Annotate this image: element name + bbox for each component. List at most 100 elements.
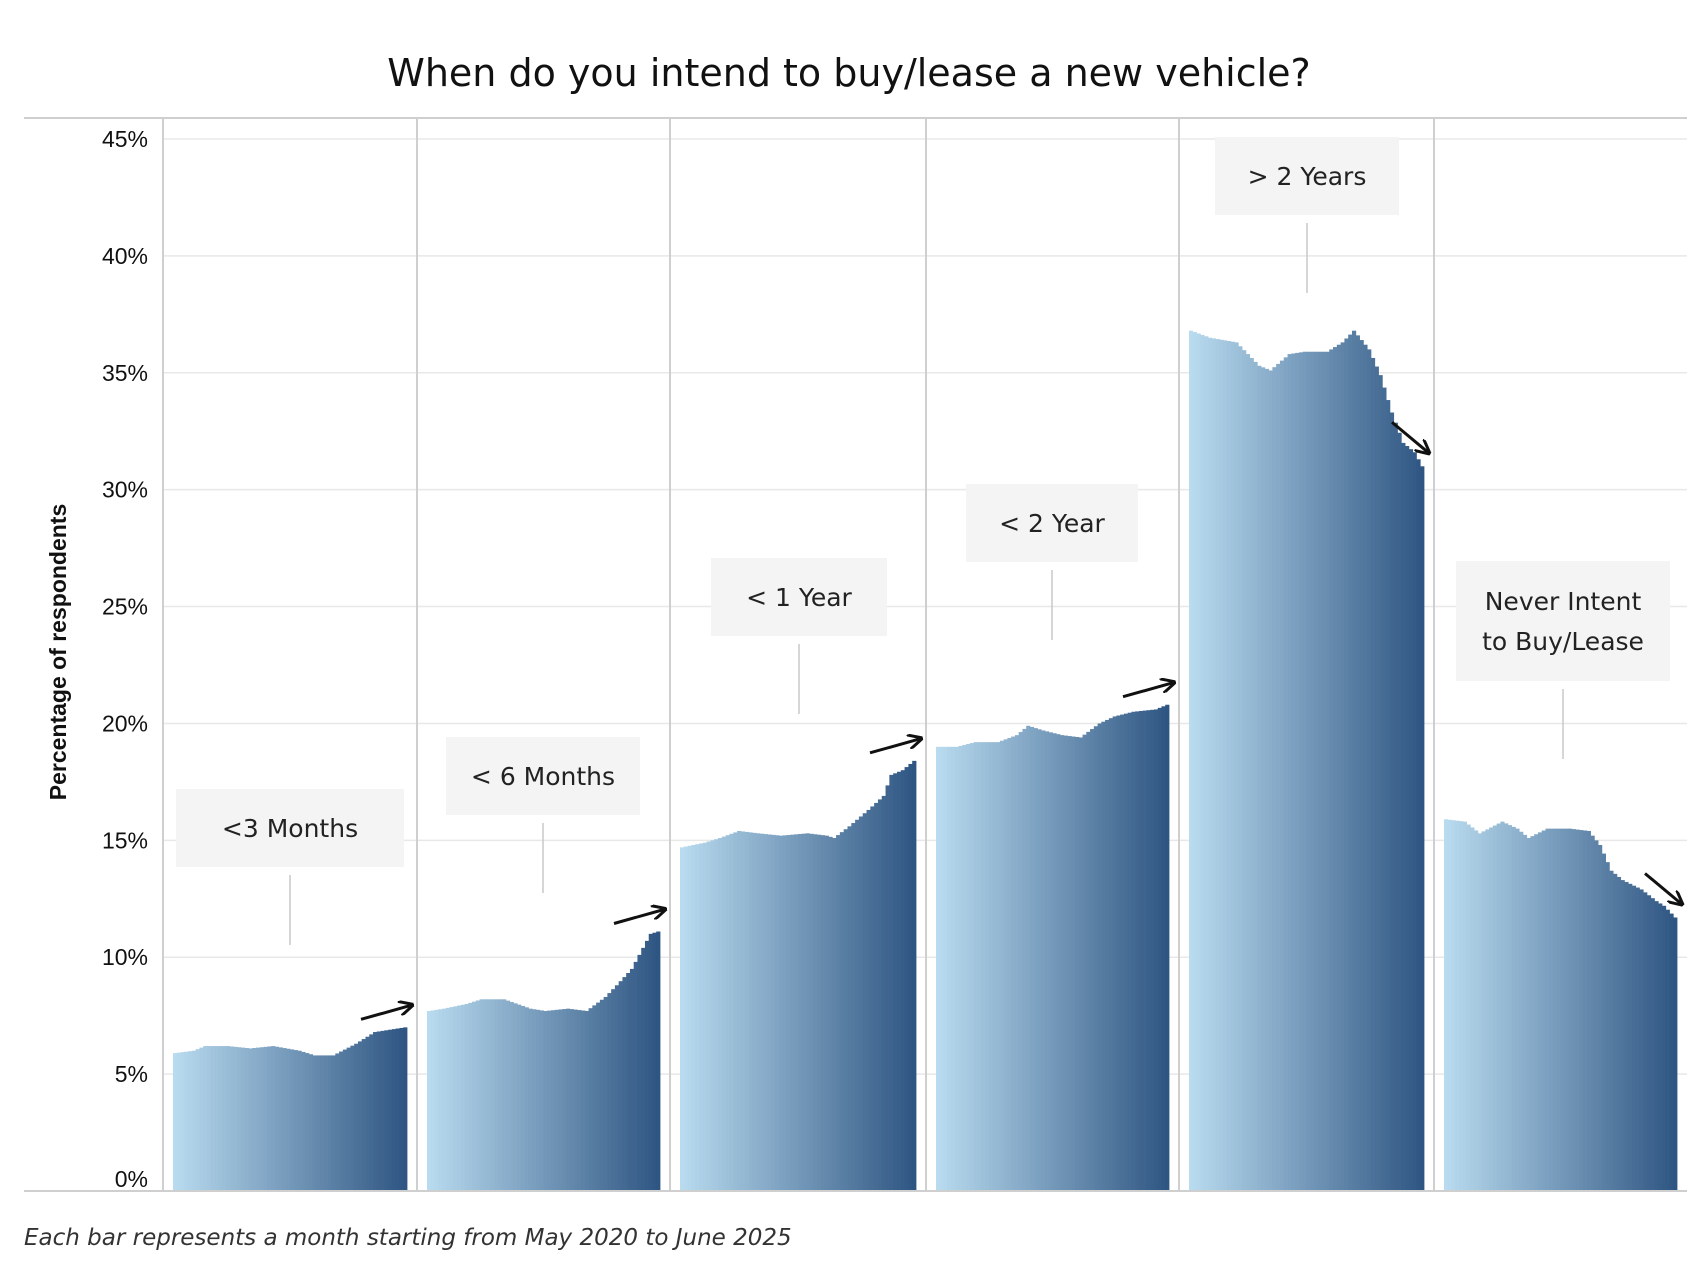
bar: [1355, 335, 1360, 1191]
bar: [984, 742, 990, 1191]
bar: [1609, 870, 1614, 1191]
bar: [1474, 830, 1479, 1191]
bar: [543, 1010, 548, 1191]
bar: [1351, 330, 1357, 1191]
bar: [1665, 909, 1670, 1191]
bar: [656, 931, 661, 1191]
bar: [1455, 820, 1460, 1191]
bar: [1215, 339, 1220, 1191]
bar: [244, 1048, 249, 1191]
trend-arrow: [1391, 421, 1428, 452]
bar: [445, 1007, 450, 1191]
y-tick-label: 25%: [102, 594, 148, 620]
bar: [962, 744, 967, 1191]
bar: [939, 746, 944, 1191]
bar: [851, 823, 856, 1191]
bar: [877, 799, 883, 1191]
bar: [1063, 735, 1068, 1191]
bar: [763, 834, 768, 1191]
bar: [790, 834, 795, 1191]
bar: [342, 1049, 348, 1191]
bar: [184, 1051, 189, 1191]
series-name-label: Never Intent to Buy/Lease: [1482, 587, 1644, 656]
label-box: [446, 737, 640, 815]
bar: [966, 744, 971, 1191]
bar: [756, 833, 761, 1191]
trend-arrow: [613, 910, 664, 925]
bar: [809, 833, 814, 1191]
bar: [737, 830, 742, 1191]
bar: [1560, 828, 1565, 1191]
bar: [1238, 346, 1243, 1191]
bar: [1616, 876, 1622, 1191]
trend-arrow: [1122, 683, 1173, 699]
bar: [384, 1030, 389, 1191]
bar: [744, 831, 749, 1191]
bar: [1146, 710, 1151, 1191]
bar: [505, 1000, 511, 1191]
bar: [350, 1045, 355, 1191]
bar: [1367, 349, 1372, 1191]
label-box: [1456, 561, 1670, 681]
bar: [301, 1051, 306, 1191]
bar: [581, 1010, 586, 1191]
series-name-label: < 1 Year: [746, 583, 852, 612]
bar: [558, 1009, 563, 1191]
bar: [222, 1046, 227, 1191]
bar: [1466, 824, 1471, 1191]
bar: [449, 1007, 454, 1191]
bar: [1033, 728, 1038, 1191]
trend-arrow: [1644, 872, 1681, 903]
bar: [551, 1010, 556, 1191]
bar: [195, 1049, 200, 1191]
bar: [1314, 351, 1319, 1191]
bar: [1230, 341, 1235, 1192]
bar: [528, 1008, 533, 1191]
bar: [1131, 711, 1136, 1191]
bar: [748, 832, 753, 1191]
bar: [1601, 853, 1606, 1191]
bars: [173, 330, 1678, 1192]
bar: [487, 999, 492, 1191]
chart-caption: Each bar represents a month starting fro…: [24, 1225, 792, 1251]
bar: [881, 795, 886, 1191]
bar: [828, 836, 833, 1191]
bar: [1405, 446, 1410, 1191]
bar: [1037, 729, 1042, 1191]
bar: [1082, 734, 1087, 1191]
bar: [596, 1002, 601, 1191]
bar: [644, 940, 650, 1191]
bar: [346, 1047, 351, 1191]
bar: [584, 1010, 589, 1191]
bar: [1549, 828, 1554, 1191]
bar: [1105, 719, 1110, 1191]
bar: [354, 1043, 359, 1191]
bar: [1336, 344, 1342, 1192]
bar: [434, 1009, 439, 1191]
bar: [1123, 713, 1129, 1191]
bar: [614, 985, 620, 1191]
bar: [695, 844, 700, 1191]
bar: [759, 833, 765, 1191]
bar: [1253, 361, 1258, 1191]
bar: [607, 993, 612, 1191]
bar: [395, 1028, 400, 1191]
bar: [520, 1005, 526, 1191]
label-box: [1215, 137, 1399, 215]
bar: [539, 1010, 544, 1191]
bar: [1447, 819, 1452, 1191]
bar: [1496, 823, 1501, 1191]
panel-label: < 2 Year: [966, 484, 1138, 640]
bar: [1507, 825, 1513, 1191]
bar: [1014, 735, 1020, 1191]
bar: [648, 933, 653, 1191]
bar: [1408, 449, 1414, 1191]
bar: [1382, 387, 1387, 1192]
series-bars: [427, 931, 661, 1191]
bar: [1192, 332, 1197, 1192]
y-tick-label: 5%: [115, 1061, 148, 1087]
bar: [936, 746, 941, 1191]
bar: [626, 973, 631, 1191]
bar: [1135, 711, 1140, 1191]
